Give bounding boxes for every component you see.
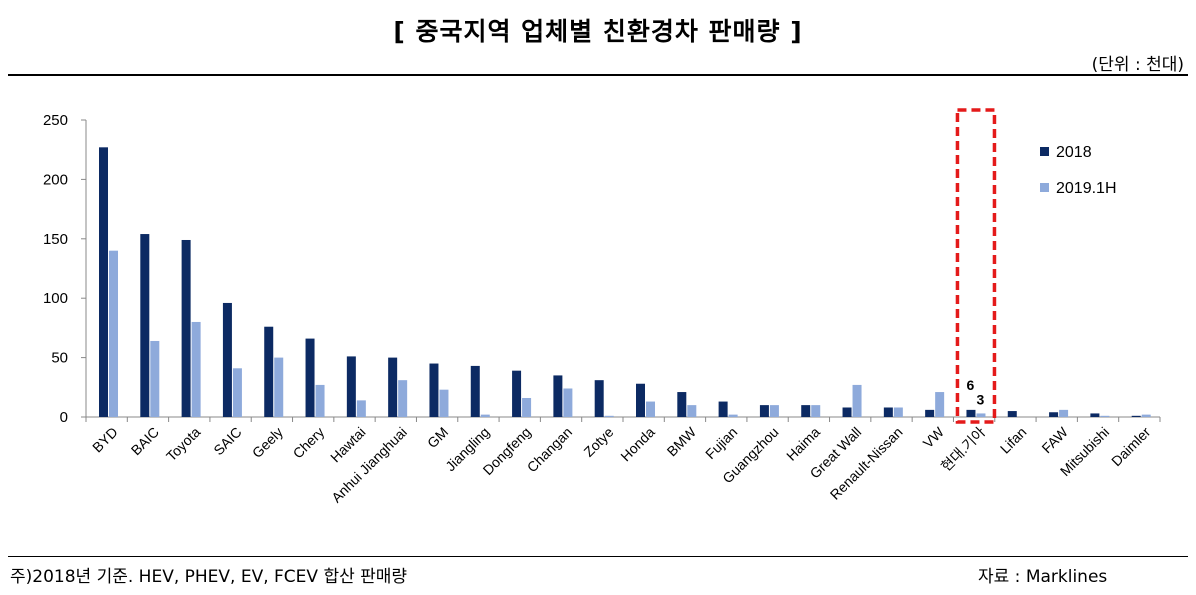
unit-label: (단위 : 천대) (1091, 55, 1184, 75)
x-category-label: BMW (664, 423, 700, 459)
x-category-label: Chery (290, 424, 328, 462)
bar-2019-1h (191, 321, 201, 417)
data-label-2019-1h: 3 (976, 391, 984, 407)
x-category-label: SAIC (210, 424, 244, 458)
chart-title: [ 중국지역 업체별 친환경차 판매량 ] (393, 17, 803, 46)
y-tick-label: 250 (43, 112, 68, 129)
bar-2018 (1090, 413, 1100, 417)
bar-2018 (677, 392, 687, 417)
legend-swatch-2019-1h (1040, 183, 1049, 192)
bottom-divider (8, 556, 1188, 557)
x-category-label: GM (424, 424, 451, 451)
x-category-label: Zotye (580, 424, 616, 460)
bar-2018 (966, 409, 976, 417)
bar-2018 (1049, 412, 1059, 417)
bar-2019-1h (893, 407, 903, 417)
bar-2019-1h (976, 413, 986, 417)
bar-2019-1h (604, 415, 614, 417)
x-category-label: Fujian (702, 424, 740, 462)
data-label-2018: 6 (966, 377, 974, 393)
y-tick-label: 200 (43, 171, 68, 188)
bar-2018 (842, 407, 852, 417)
x-category-label: Geely (249, 424, 286, 461)
bar-2018 (1131, 415, 1141, 417)
bar-2018 (222, 302, 232, 417)
x-category-label: FAW (1038, 423, 1071, 456)
bar-2019-1h (480, 414, 490, 417)
y-tick-label: 150 (43, 231, 68, 248)
y-tick-label: 0 (60, 409, 68, 426)
bar-2019-1h (852, 384, 862, 417)
bar-2018 (512, 370, 522, 417)
footnote: 주)2018년 기준. HEV, PHEV, EV, FCEV 합산 판매량 (10, 567, 408, 587)
x-category-label: BYD (89, 424, 121, 456)
y-tick-label: 100 (43, 290, 68, 307)
bar-2019-1h (232, 368, 242, 417)
bar-2019-1h (522, 397, 532, 417)
bar-2019-1h (563, 388, 573, 417)
x-category-label: Toyota (163, 424, 204, 465)
bar-2018 (140, 234, 150, 417)
bar-2019-1h (687, 405, 697, 417)
bar-2019-1h (728, 414, 738, 417)
bar-2018 (470, 365, 480, 417)
bar-2019-1h (439, 389, 449, 417)
bar-2018 (883, 407, 893, 417)
highlight-box (955, 108, 997, 424)
x-category-label: 현대.기아 (938, 424, 989, 475)
bar-2018 (553, 375, 563, 417)
x-category-label: Anhui Jianghuai (328, 424, 410, 506)
bar-2018 (429, 363, 439, 417)
bar-2019-1h (150, 340, 160, 417)
x-category-label: Haima (783, 424, 823, 464)
top-divider (8, 74, 1188, 76)
legend-label-2018: 2018 (1056, 144, 1092, 161)
bar-2019-1h (274, 357, 284, 417)
y-tick-label: 50 (51, 350, 68, 367)
bar-2018 (718, 401, 728, 417)
bar-2019-1h (769, 405, 779, 417)
x-category-label: Honda (617, 424, 658, 465)
x-category-label: BAIC (128, 424, 162, 458)
bar-2018 (346, 356, 356, 417)
bar-2019-1h (646, 401, 655, 417)
bar-chart: 0 50 100 150 200 250 BYD BAIC Toyota SAIC Geely Che… (43, 108, 1161, 506)
x-category-label: Renault-Nissan (827, 424, 906, 503)
bar-2018 (759, 405, 769, 417)
bar-2019-1h (1100, 415, 1110, 417)
source-label: 자료 : Marklines (978, 567, 1108, 587)
bar-2019-1h (109, 250, 118, 417)
bar-2018 (388, 357, 398, 417)
bar-2018 (594, 380, 604, 417)
x-category-label: Lifan (997, 424, 1030, 457)
x-category-label: Changan (524, 424, 575, 475)
x-category-label: Daimler (1108, 424, 1154, 470)
bar-2019-1h (1059, 409, 1069, 417)
bar-2018 (181, 239, 191, 417)
x-category-label: VW (920, 423, 948, 451)
bar-2019-1h (315, 384, 325, 417)
bar-2018 (264, 326, 274, 417)
bar-2018 (305, 338, 315, 417)
bar-2018 (925, 409, 935, 417)
legend-label-2019-1h: 2019.1H (1056, 180, 1117, 197)
bar-2019-1h (811, 405, 821, 417)
bar-2018 (99, 147, 108, 417)
bar-2019-1h (935, 392, 945, 417)
bar-2018 (636, 383, 645, 417)
bar-2019-1h (1141, 414, 1151, 417)
bar-2018 (801, 405, 811, 417)
bar-2018 (1007, 411, 1017, 417)
bar-2019-1h (398, 380, 408, 417)
bar-2019-1h (356, 400, 366, 417)
legend-swatch-2018 (1040, 147, 1049, 156)
